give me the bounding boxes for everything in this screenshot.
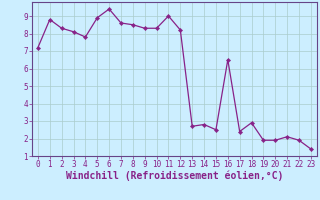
- X-axis label: Windchill (Refroidissement éolien,°C): Windchill (Refroidissement éolien,°C): [66, 171, 283, 181]
